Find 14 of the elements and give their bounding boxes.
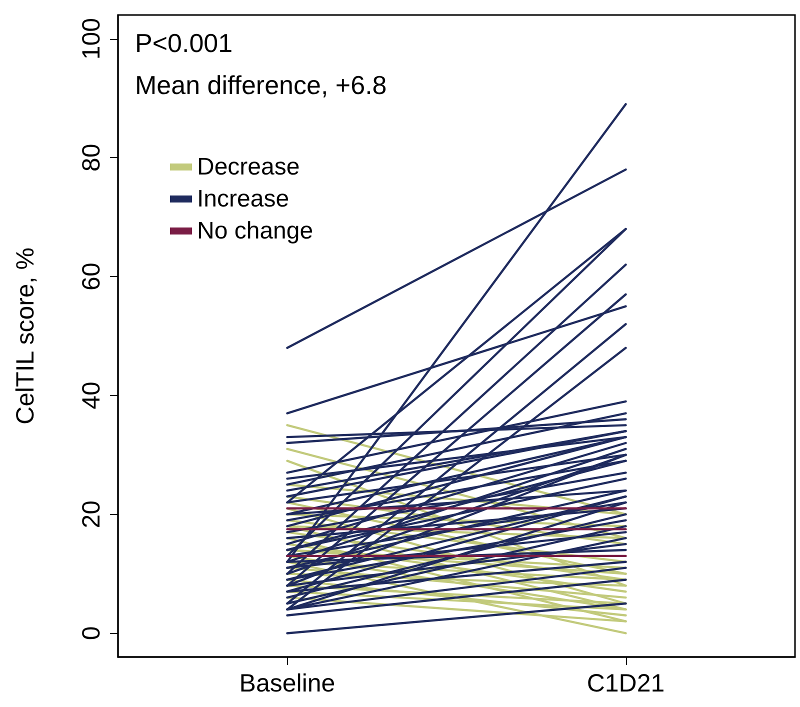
y-tick-label: 60 bbox=[78, 262, 106, 290]
annotation: P<0.001 bbox=[135, 28, 233, 58]
annotation: Mean difference, +6.8 bbox=[135, 70, 387, 100]
y-tick-label: 100 bbox=[78, 18, 106, 60]
x-tick-label: C1D21 bbox=[586, 670, 665, 698]
y-tick-label: 80 bbox=[78, 144, 106, 172]
y-tick-label: 40 bbox=[78, 382, 106, 410]
y-tick-label: 20 bbox=[78, 500, 106, 528]
legend-label: Decrease bbox=[197, 154, 300, 180]
y-axis-title: CelTIL score, % bbox=[12, 248, 40, 424]
legend-label: No change bbox=[197, 218, 314, 244]
y-tick-label: 0 bbox=[78, 626, 106, 640]
legend-label: Increase bbox=[197, 186, 290, 212]
x-tick-label: Baseline bbox=[239, 670, 336, 698]
